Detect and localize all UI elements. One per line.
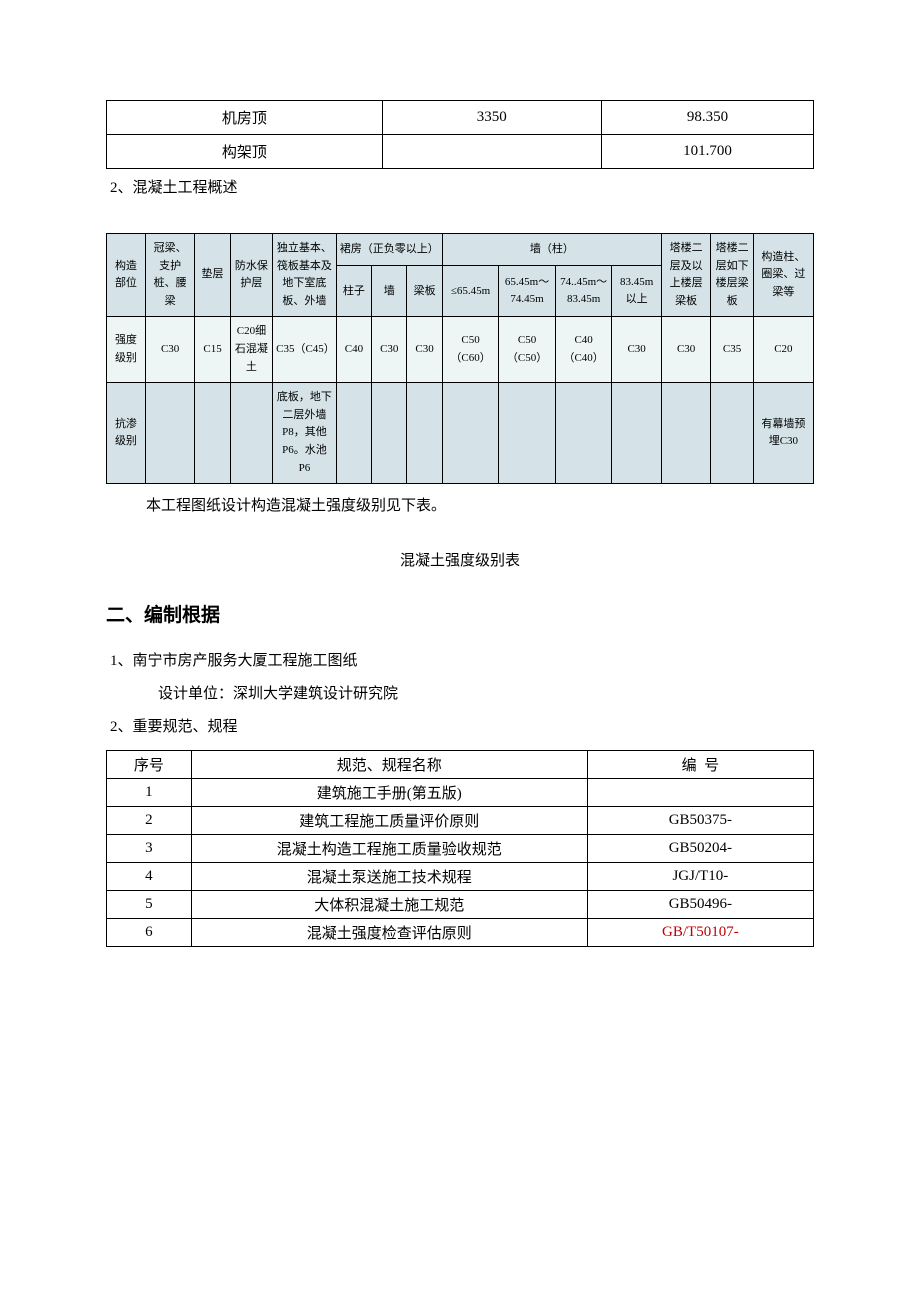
hdr-tower-below: 塔楼二层如下楼层梁板 (711, 234, 753, 317)
hdr-crown: 冠梁、支护桩、腰梁 (145, 234, 194, 317)
cell-value: 98.350 (601, 101, 813, 135)
cell (555, 383, 612, 484)
header-row: 序号 规范、规程名称 编 号 (107, 751, 814, 779)
cell: C15 (195, 317, 230, 383)
hdr-podium: 裙房（正负零以上） (336, 234, 442, 266)
cell (372, 383, 407, 484)
cell-no: 2 (107, 807, 192, 835)
cell: C40（C40） (555, 317, 612, 383)
hdr-w1: ≤65.45m (442, 266, 499, 317)
hdr-foundation: 独立基本、筏板基本及地下室底板、外墙 (273, 234, 337, 317)
hdr-wall-col: 墙（柱） (442, 234, 661, 266)
hdr-col: 柱子 (336, 266, 371, 317)
cell: C30 (661, 317, 710, 383)
caption-note: 本工程图纸设计构造混凝土强度级别见下表。 (146, 494, 814, 515)
cell-name: 大体积混凝土施工规范 (191, 891, 587, 919)
hdr-w2: 65.45m～74.45m (499, 266, 556, 317)
hdr-beam-slab: 梁板 (407, 266, 442, 317)
hdr-code: 编 号 (587, 751, 813, 779)
hdr-name: 规范、规程名称 (191, 751, 587, 779)
cell (711, 383, 753, 484)
cell: 有幕墙预埋C30 (753, 383, 813, 484)
cell (407, 383, 442, 484)
cell: C40 (336, 317, 371, 383)
cell (661, 383, 710, 484)
floor-height-table: 机房顶 3350 98.350 构架顶 101.700 (106, 100, 814, 169)
cell-value: 101.700 (601, 135, 813, 169)
cell-no: 6 (107, 919, 192, 947)
cell (145, 383, 194, 484)
cell: C20细石混凝土 (230, 317, 272, 383)
cell-value (382, 135, 601, 169)
cell-code: GB/T50107- (587, 919, 813, 947)
para-drawings: 1、南宁市房产服务大厦工程施工图纸 (110, 645, 814, 678)
cell-name: 混凝土强度检查评估原则 (191, 919, 587, 947)
cell: 底板，地下二层外墙 P8，其他 P6。水池 P6 (273, 383, 337, 484)
cell: C50（C50） (499, 317, 556, 383)
cell: C35（C45） (273, 317, 337, 383)
cell-code (587, 779, 813, 807)
cell (195, 383, 230, 484)
table-row: 1建筑施工手册(第五版) (107, 779, 814, 807)
cell: C30 (145, 317, 194, 383)
cell-name: 混凝土构造工程施工质量验收规范 (191, 835, 587, 863)
cell-label: 机房顶 (107, 101, 383, 135)
cell-name: 建筑工程施工质量评价原则 (191, 807, 587, 835)
row-label: 抗渗级别 (107, 383, 146, 484)
cell-no: 5 (107, 891, 192, 919)
cell (442, 383, 499, 484)
cell (499, 383, 556, 484)
hdr-w3: 74..45m～83.45m (555, 266, 612, 317)
perm-row: 抗渗级别 底板，地下二层外墙 P8，其他 P6。水池 P6 有幕墙预埋C30 (107, 383, 814, 484)
hdr-cushion: 垫层 (195, 234, 230, 317)
row-label: 强度级别 (107, 317, 146, 383)
cell (230, 383, 272, 484)
table-row: 3混凝土构造工程施工质量验收规范GB50204- (107, 835, 814, 863)
concrete-grade-table: 构造部位 冠梁、支护桩、腰梁 垫层 防水保护层 独立基本、筏板基本及地下室底板、… (106, 233, 814, 484)
cell: C30 (372, 317, 407, 383)
hdr-struct-col: 构造柱、圈梁、过梁等 (753, 234, 813, 317)
grade-table-title: 混凝土强度级别表 (106, 549, 814, 570)
cell: C30 (407, 317, 442, 383)
cell-name: 建筑施工手册(第五版) (191, 779, 587, 807)
cell-name: 混凝土泵送施工技术规程 (191, 863, 587, 891)
overview-line: 2、混凝土工程概述 (110, 173, 814, 203)
table-row: 6混凝土强度检查评估原则GB/T50107- (107, 919, 814, 947)
cell-code: GB50496- (587, 891, 813, 919)
hdr-wall-s: 墙 (372, 266, 407, 317)
header-row: 构造部位 冠梁、支护桩、腰梁 垫层 防水保护层 独立基本、筏板基本及地下室底板、… (107, 234, 814, 266)
cell: C20 (753, 317, 813, 383)
hdr-w4: 83.45m以上 (612, 266, 661, 317)
cell: C50（C60） (442, 317, 499, 383)
table-row: 机房顶 3350 98.350 (107, 101, 814, 135)
hdr-waterproof: 防水保护层 (230, 234, 272, 317)
cell-no: 4 (107, 863, 192, 891)
cell-value: 3350 (382, 101, 601, 135)
table-row: 2建筑工程施工质量评价原则GB50375- (107, 807, 814, 835)
spec-table: 序号 规范、规程名称 编 号 1建筑施工手册(第五版) 2建筑工程施工质量评价原… (106, 750, 814, 947)
table-row: 构架顶 101.700 (107, 135, 814, 169)
table-row: 4混凝土泵送施工技术规程JGJ/T10- (107, 863, 814, 891)
cell-code: JGJ/T10- (587, 863, 813, 891)
para-design-unit: 设计单位：深圳大学建筑设计研究院 (158, 678, 814, 711)
strength-row: 强度级别 C30 C15 C20细石混凝土 C35（C45） C40 C30 C… (107, 317, 814, 383)
cell: C30 (612, 317, 661, 383)
cell-no: 3 (107, 835, 192, 863)
para-specs: 2、重要规范、规程 (110, 711, 814, 744)
cell-label: 构架顶 (107, 135, 383, 169)
cell: C35 (711, 317, 753, 383)
cell (612, 383, 661, 484)
hdr-tower2: 塔楼二层及以上楼层梁板 (661, 234, 710, 317)
cell-no: 1 (107, 779, 192, 807)
hdr-part: 构造部位 (107, 234, 146, 317)
cell (336, 383, 371, 484)
section-2-heading: 二、编制根据 (106, 600, 814, 627)
table-row: 5大体积混凝土施工规范GB50496- (107, 891, 814, 919)
hdr-no: 序号 (107, 751, 192, 779)
cell-code: GB50375- (587, 807, 813, 835)
cell-code: GB50204- (587, 835, 813, 863)
